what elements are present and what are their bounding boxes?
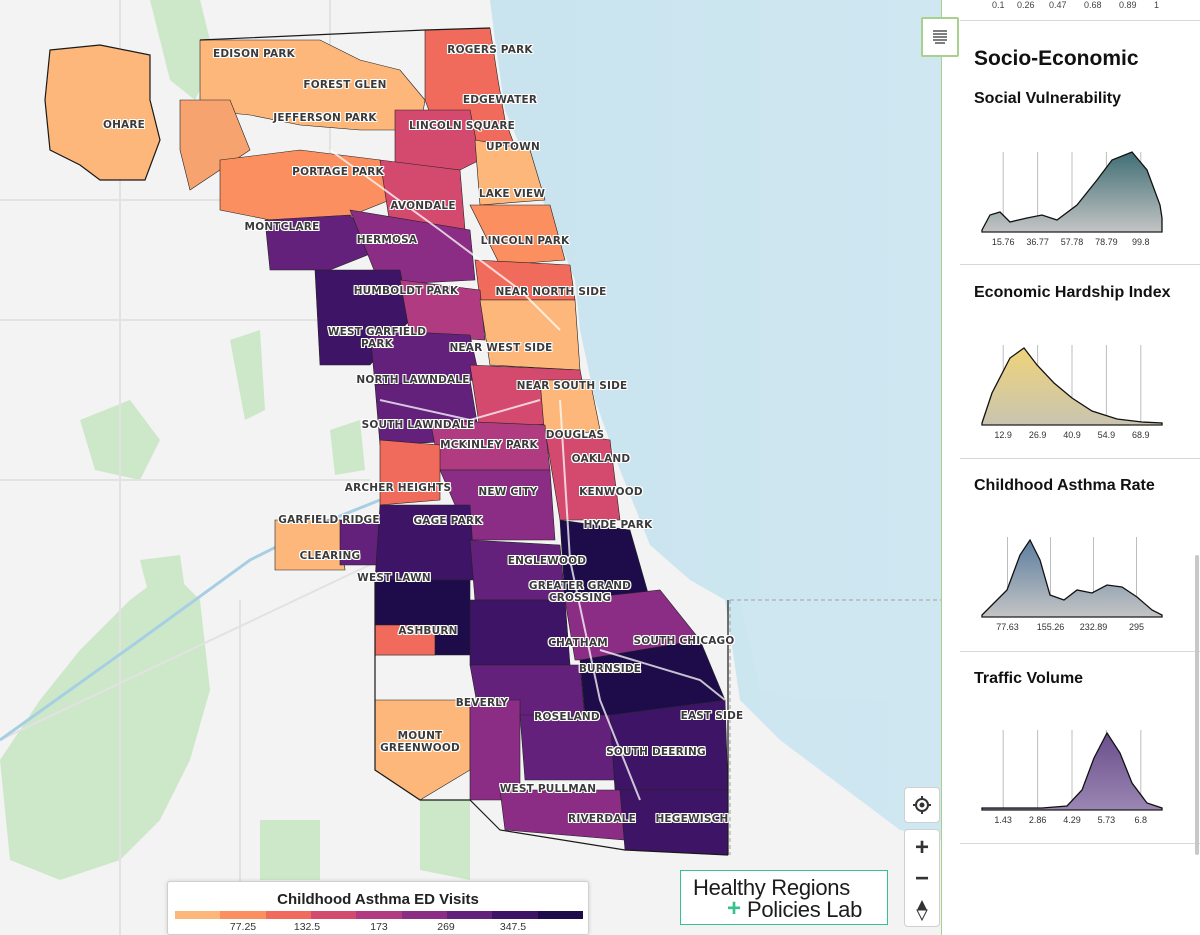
axis-tick-label: 68.9 xyxy=(1132,430,1150,440)
scale-tick: 0.47 xyxy=(1049,0,1067,10)
scale-tick: 0.68 xyxy=(1084,0,1102,10)
chart-title-economic-hardship: Economic Hardship Index xyxy=(974,284,1171,301)
density-area xyxy=(981,347,1163,426)
lab-logo[interactable]: Healthy Regions + Policies Lab xyxy=(680,870,888,925)
park-areas xyxy=(0,0,470,880)
logo-line-1: Healthy Regions xyxy=(693,875,850,900)
axis-tick-label: 2.86 xyxy=(1029,815,1047,825)
menu-icon xyxy=(933,30,947,44)
legend-tick: 173 xyxy=(370,921,388,933)
scale-tick: 0.89 xyxy=(1119,0,1137,10)
axis-tick-label: 77.63 xyxy=(996,622,1019,632)
legend-color-swatch xyxy=(220,911,266,919)
axis-tick-label: 4.29 xyxy=(1063,815,1081,825)
scale-tick: 0.1 xyxy=(992,0,1005,10)
axis-tick-label: 1.43 xyxy=(994,815,1012,825)
divider xyxy=(960,20,1200,21)
legend-color-bar xyxy=(175,911,583,919)
axis-tick-label: 12.9 xyxy=(994,430,1012,440)
chart-title-social-vulnerability: Social Vulnerability xyxy=(974,90,1122,107)
legend-tick: 269 xyxy=(437,921,455,933)
side-panel[interactable] xyxy=(941,0,1200,935)
axis-tick-label: 5.73 xyxy=(1098,815,1116,825)
axis-tick-label: 295 xyxy=(1129,622,1144,632)
logo-line-2: Policies Lab xyxy=(747,897,863,922)
scale-tick: 0.26 xyxy=(1017,0,1035,10)
axis-tick-label: 36.77 xyxy=(1026,237,1049,247)
axis-tick-label: 26.9 xyxy=(1029,430,1047,440)
divider xyxy=(960,458,1200,459)
histogram-social-vulnerability: 15.76 36.77 57.78 78.79 99.8 xyxy=(981,151,1163,247)
axis-tick-label: 155.26 xyxy=(1037,622,1065,632)
choropleth-city xyxy=(44,27,729,856)
crosshair-icon xyxy=(913,796,931,814)
legend-color-swatch xyxy=(175,911,221,919)
map-legend: Childhood Asthma ED Visits 77.25 132.5 1… xyxy=(167,881,589,935)
axis-tick-label: 99.8 xyxy=(1132,237,1150,247)
legend-color-swatch xyxy=(356,911,402,919)
chart-title-childhood-asthma-rate: Childhood Asthma Rate xyxy=(974,477,1155,494)
legend-color-swatch xyxy=(401,911,447,919)
axis-tick-label: 40.9 xyxy=(1063,430,1081,440)
axis-tick-label: 54.9 xyxy=(1098,430,1116,440)
legend-color-swatch xyxy=(492,911,538,919)
legend-color-swatch xyxy=(265,911,311,919)
compass-icon xyxy=(916,900,928,921)
axis-tick-label: 15.76 xyxy=(992,237,1015,247)
axis-tick-label: 57.78 xyxy=(1061,237,1084,247)
legend-color-swatch xyxy=(446,911,493,919)
divider xyxy=(960,843,1200,844)
density-area xyxy=(981,731,1163,811)
legend-color-swatch xyxy=(310,911,357,919)
histogram-childhood-asthma-rate: 77.63 155.26 232.89 295 xyxy=(981,537,1163,632)
density-area xyxy=(981,538,1163,618)
histogram-traffic-volume: 1.43 2.86 4.29 5.73 6.8 xyxy=(981,730,1163,825)
axis-tick-label: 6.8 xyxy=(1135,815,1148,825)
zoom-controls: + − xyxy=(904,829,940,927)
legend-tick: 132.5 xyxy=(293,921,321,933)
axis-tick-label: 232.89 xyxy=(1080,622,1108,632)
chart-title-traffic-volume: Traffic Volume xyxy=(974,670,1084,687)
density-area xyxy=(981,151,1163,233)
zoom-in-button[interactable]: + xyxy=(914,834,929,861)
locate-button[interactable] xyxy=(904,787,940,823)
panel-toggle-button[interactable] xyxy=(921,17,959,57)
legend-tick: 347.5 xyxy=(499,921,527,933)
panel-scrollbar[interactable] xyxy=(1195,555,1199,855)
zoom-out-button[interactable]: − xyxy=(914,865,929,892)
legend-tick: 77.25 xyxy=(229,921,257,933)
compass-button[interactable] xyxy=(905,894,939,926)
axis-tick-label: 78.79 xyxy=(1095,237,1118,247)
panel-heading: Socio-Economic xyxy=(974,47,1139,70)
legend-color-swatch xyxy=(537,911,583,919)
divider xyxy=(960,264,1200,265)
legend-title: Childhood Asthma ED Visits xyxy=(277,891,479,908)
divider xyxy=(960,651,1200,652)
logo-plus-icon: + xyxy=(727,895,742,922)
histogram-economic-hardship: 12.9 26.9 40.9 54.9 68.9 xyxy=(981,345,1163,440)
scale-tick: 1 xyxy=(1154,0,1160,10)
